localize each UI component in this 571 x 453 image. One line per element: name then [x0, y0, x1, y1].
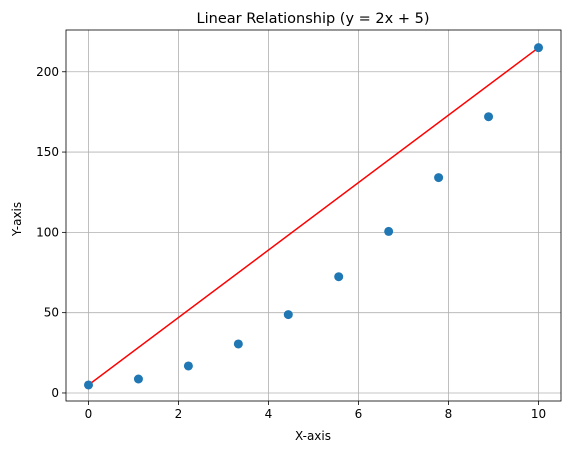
data-point [434, 173, 444, 183]
x-tick-label: 0 [85, 407, 93, 421]
data-point [283, 310, 293, 320]
data-point [84, 380, 93, 390]
x-axis-label: X-axis [295, 429, 331, 443]
x-tick-label: 8 [445, 407, 453, 421]
data-point [334, 272, 344, 282]
data-point [384, 226, 394, 236]
scatter-series [84, 43, 543, 390]
y-tick-label: 150 [36, 145, 59, 159]
data-point [183, 361, 193, 371]
y-axis-ticks: 0 50 100 150 200 [36, 65, 66, 400]
x-tick-label: 4 [265, 407, 273, 421]
fit-line-series [88, 47, 539, 386]
x-tick-label: 6 [355, 407, 363, 421]
chart-title: Linear Relationship (y = 2x + 5) [197, 11, 430, 27]
plot-frame [65, 29, 562, 402]
grid [66, 30, 561, 401]
fit-line [88, 47, 539, 386]
data-point [133, 374, 143, 384]
data-point [233, 339, 243, 349]
data-point [484, 112, 494, 122]
y-tick-label: 200 [36, 65, 59, 79]
y-tick-label: 100 [36, 225, 59, 239]
data-point [534, 43, 543, 53]
y-tick-label: 50 [44, 306, 59, 320]
y-axis-label: Y-axis [10, 202, 24, 237]
x-tick-label: 10 [531, 407, 546, 421]
y-tick-label: 0 [51, 386, 59, 400]
x-tick-label: 2 [175, 407, 183, 421]
x-axis-ticks: 0 2 4 6 8 10 [85, 401, 546, 421]
